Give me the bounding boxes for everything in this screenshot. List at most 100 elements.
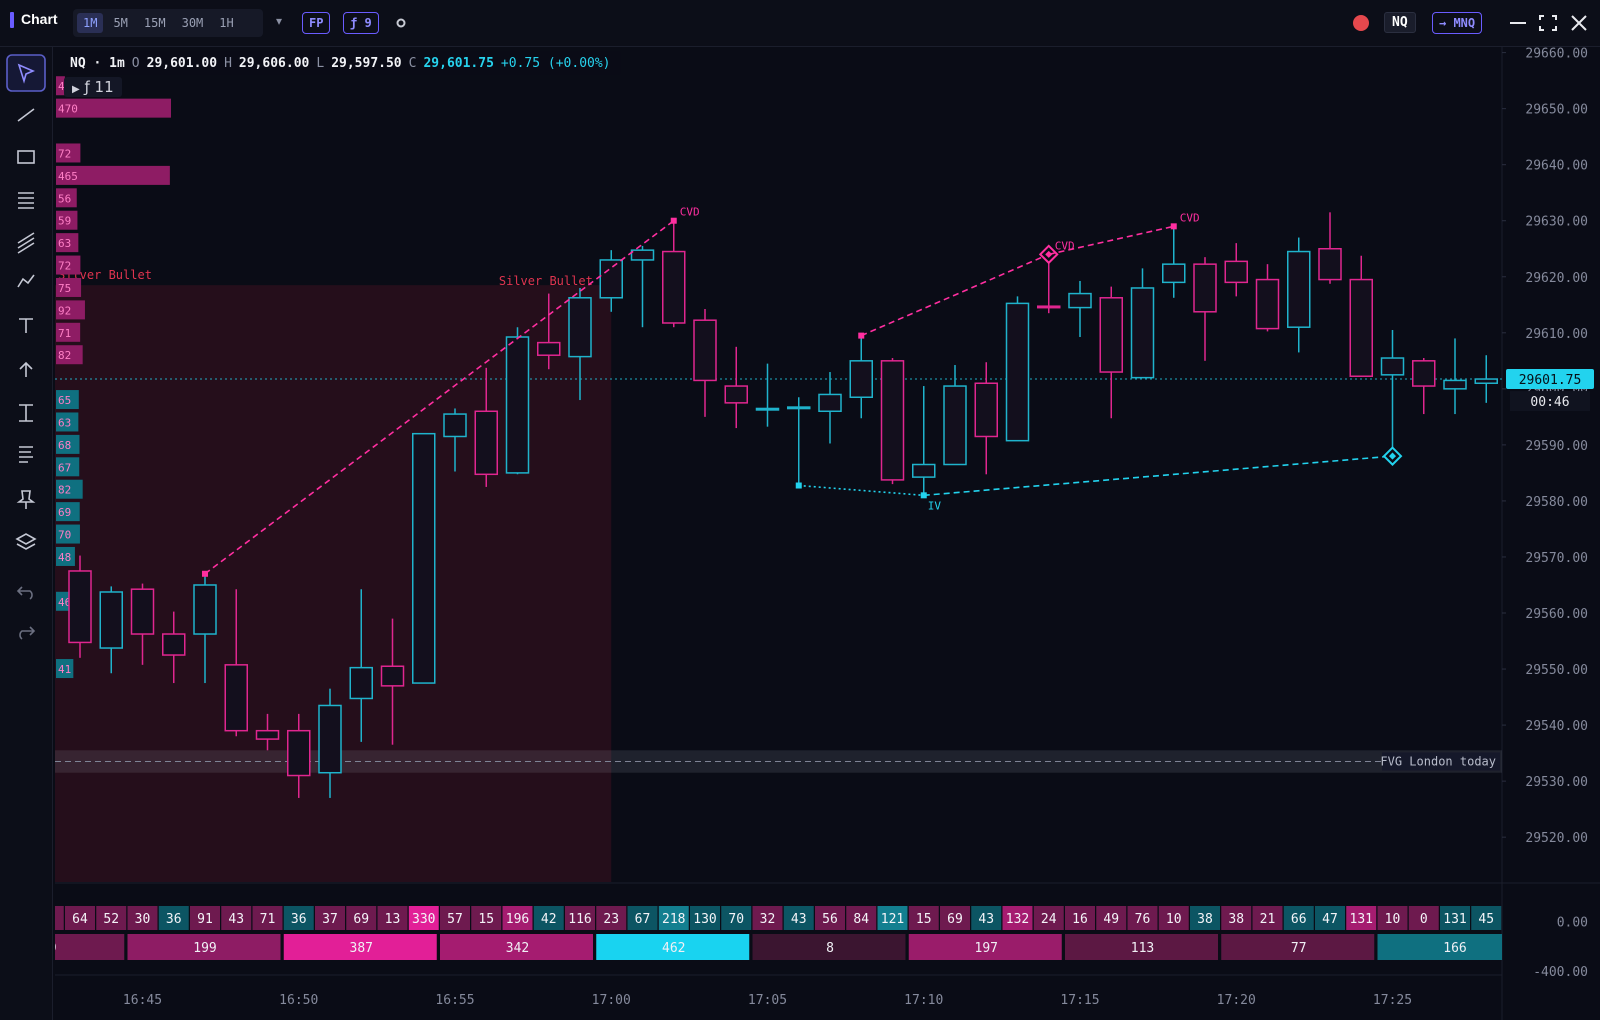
- signal-label: IV: [928, 499, 942, 512]
- ohlc-value: 29,606.00: [238, 55, 310, 71]
- candle-body: [443, 413, 467, 438]
- path-tool[interactable]: [17, 274, 35, 288]
- zone-label: Silver Bullet: [58, 268, 152, 282]
- cursor-tool[interactable]: [17, 63, 36, 84]
- delta-5m-cell: [440, 934, 593, 960]
- line-tool[interactable]: [17, 108, 35, 122]
- candle-body: [849, 360, 873, 399]
- text-tool[interactable]: [19, 318, 33, 333]
- profile-label: 63: [58, 416, 71, 429]
- candle-body: [68, 570, 92, 644]
- delta-value: 43: [228, 912, 244, 927]
- ohlc-value: 29,601.75: [423, 55, 494, 71]
- delta-cell: [721, 906, 752, 930]
- profile-label: 68: [58, 439, 71, 452]
- delta-cell: [471, 906, 502, 930]
- delta-cell: [55, 906, 64, 930]
- profile-bar: [56, 345, 83, 365]
- undo[interactable]: [16, 586, 33, 600]
- ohlc-header: NQ · 1m O 29,601.00 H 29,606.00 L 29,597…: [60, 51, 621, 75]
- timeframe[interactable]: 1H: [219, 16, 234, 30]
- candle-body: [755, 407, 780, 411]
- tool-icons: [6, 54, 46, 640]
- x-tick-label: 16:50: [279, 993, 318, 1008]
- record-dot[interactable]: [1353, 15, 1369, 31]
- delta-value: 10: [1166, 912, 1182, 927]
- delta-5m-value: 199: [193, 941, 216, 956]
- lower-tick-label: -400.00: [1533, 965, 1588, 980]
- rect-tool[interactable]: [17, 150, 35, 164]
- pin-tool[interactable]: [16, 490, 36, 509]
- timeframe[interactable]: 5M: [113, 16, 128, 30]
- delta-value: 16: [1072, 912, 1088, 927]
- x-tick-label: 17:20: [1217, 993, 1256, 1008]
- timeframe[interactable]: 30M: [181, 16, 204, 30]
- notes-tool[interactable]: [19, 446, 33, 463]
- delta-value: 218: [662, 912, 685, 927]
- delta-cell: [846, 906, 877, 930]
- fib-tool[interactable]: [18, 192, 34, 209]
- indicator-button[interactable]: ƒ 9: [343, 12, 379, 34]
- signal-label: CVD: [680, 206, 700, 219]
- delta-5m-value: 69: [41, 941, 57, 956]
- delta-cell: [1096, 906, 1127, 930]
- delta-cell: [1408, 906, 1439, 930]
- delta-5m-value: 197: [975, 941, 998, 956]
- delta-5m-value: 8: [826, 941, 834, 956]
- tool-active[interactable]: [6, 54, 46, 92]
- ohlc-key: H: [224, 55, 232, 71]
- delta-cell: [283, 906, 314, 930]
- timeframe[interactable]: 1M: [77, 13, 104, 33]
- delta-cell: [221, 906, 252, 930]
- link-button[interactable]: → MNQ: [1432, 12, 1483, 34]
- y-tick-label: 29530.00: [1525, 775, 1588, 790]
- delta-value: 38: [1197, 912, 1213, 927]
- candle-body: [224, 664, 248, 732]
- delta-cell: [690, 906, 720, 930]
- delta-value: 15: [478, 912, 494, 927]
- arrow-tool[interactable]: [19, 361, 33, 377]
- delta-cell: [1033, 906, 1064, 930]
- delta-cell: [1440, 906, 1470, 930]
- settings-icon[interactable]: [395, 17, 407, 29]
- layers-tool[interactable]: [15, 533, 37, 550]
- symbol[interactable]: NQ: [1384, 12, 1416, 33]
- candle-body: [693, 319, 717, 382]
- delta-value: 0: [1420, 912, 1428, 927]
- indicator-toggle[interactable]: ▶ ƒ 11: [64, 77, 122, 97]
- candle-body: [162, 633, 186, 656]
- candle-body: [1068, 292, 1092, 309]
- delta-cell: [1190, 906, 1220, 930]
- delta-value: 121: [881, 912, 904, 927]
- delta-5m-cell: [1065, 934, 1218, 960]
- candle-body: [630, 249, 655, 261]
- profile-bar: [56, 322, 81, 342]
- delta-5m-value: 113: [1131, 941, 1154, 956]
- delta-5m-cell: [596, 934, 750, 960]
- delta-5m-cell: [127, 934, 281, 960]
- redo[interactable]: [19, 626, 36, 640]
- profile-label: 465: [58, 170, 78, 183]
- delta-5m-cell: [752, 934, 906, 960]
- timeframe[interactable]: 15M: [143, 16, 166, 30]
- delta-cell: [377, 906, 408, 930]
- profile-bar: [56, 76, 65, 96]
- delta-cell: [1471, 906, 1502, 930]
- profile-bar: [56, 659, 74, 679]
- drawing-tools: [0, 47, 53, 1020]
- fp-button[interactable]: FP: [302, 12, 331, 34]
- candle-body: [818, 393, 842, 413]
- profile-label: 82: [58, 349, 71, 362]
- candle-body: [1287, 250, 1311, 328]
- candle-body: [568, 297, 592, 358]
- x-tick-label: 17:25: [1373, 993, 1412, 1008]
- measure-tool[interactable]: [19, 404, 33, 422]
- channel-tool[interactable]: [17, 232, 35, 254]
- delta-value: 56: [822, 912, 838, 927]
- timeframe-menu[interactable]: ▾: [276, 14, 283, 28]
- delta-value: 196: [506, 912, 529, 927]
- profile-label: 72: [58, 260, 71, 273]
- fvg-label: FVG London today: [1380, 755, 1496, 769]
- ohlc-value: 29,597.50: [331, 55, 402, 71]
